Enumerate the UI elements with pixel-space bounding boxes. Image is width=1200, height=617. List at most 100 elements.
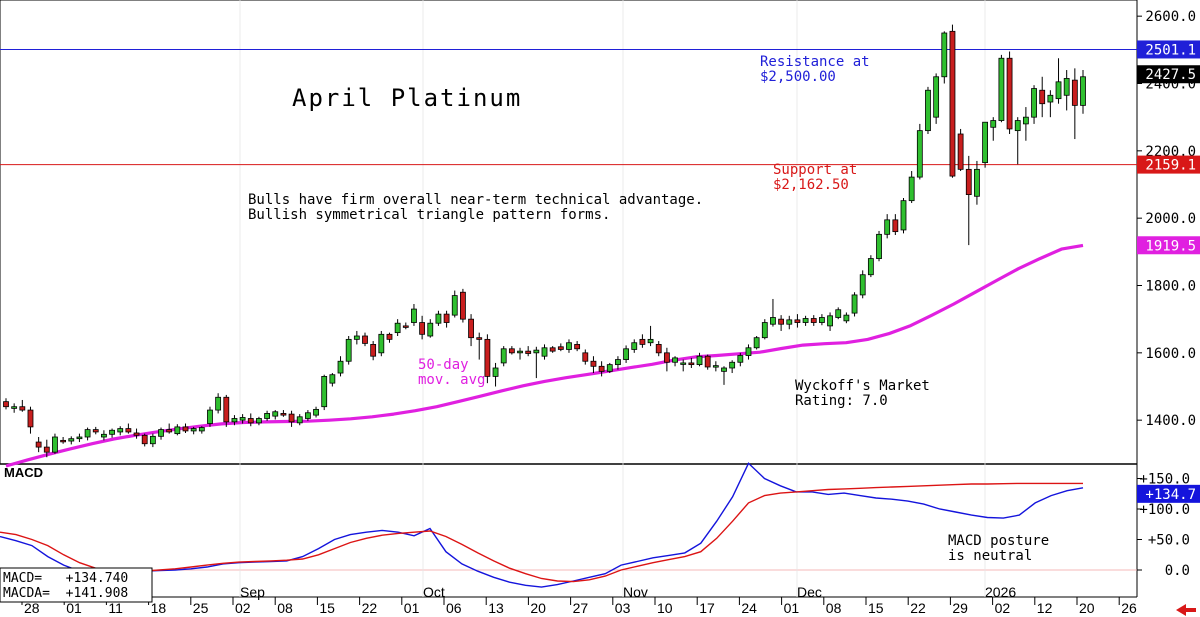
x-tick-label: 10 [657, 600, 673, 616]
resistance-label: Resistance at $2,500.00 [760, 54, 870, 85]
candle [802, 315, 809, 326]
candle-body [394, 322, 401, 334]
candle-body [476, 337, 483, 340]
candle [296, 414, 303, 426]
candle-body [419, 322, 426, 335]
candle [557, 343, 564, 352]
candle-body [133, 432, 140, 436]
candle [353, 330, 360, 345]
x-tick-label: 06 [446, 600, 462, 616]
candle [149, 433, 156, 448]
candle-body [484, 338, 491, 377]
candle [851, 292, 858, 317]
candle-body [52, 436, 58, 453]
candle [1022, 107, 1029, 141]
candle-body [11, 406, 18, 409]
x-tick-label: 01 [784, 600, 800, 616]
candle [101, 430, 107, 441]
candle [435, 310, 442, 326]
candle-body [663, 352, 670, 363]
candle [631, 339, 638, 353]
candle-body [158, 429, 164, 437]
candle-body [378, 333, 385, 354]
candle [843, 312, 850, 324]
candle-body [827, 315, 833, 327]
candle-body [745, 347, 752, 356]
macd-tick-label: +100.0 [1139, 502, 1190, 518]
candle [541, 344, 548, 360]
candle-body [541, 347, 548, 357]
candle [451, 290, 458, 318]
candle-body [35, 441, 42, 448]
candle-body [688, 362, 695, 366]
candle-body [753, 337, 760, 349]
candle [957, 128, 964, 172]
support-price-tag: 2159.1 [1145, 158, 1196, 174]
candle-body [231, 418, 238, 423]
chart-title: April Platinum [292, 84, 522, 112]
candle-body [990, 120, 997, 128]
x-tick-label: 28 [24, 600, 40, 616]
x-tick-label: 29 [952, 600, 968, 616]
candle-body [1063, 78, 1070, 96]
candle [1006, 51, 1013, 134]
candle-body [109, 429, 115, 435]
candle-body [451, 295, 458, 316]
candle [598, 361, 605, 377]
candle-body [443, 313, 450, 323]
candle-body [345, 338, 352, 362]
x-tick-label: 08 [826, 600, 842, 616]
candle-body [721, 367, 727, 372]
candle-body [623, 348, 629, 360]
candle [1047, 90, 1054, 118]
candle [680, 359, 687, 372]
candle-body [802, 318, 809, 323]
candle-body [533, 349, 540, 354]
candle-body [223, 396, 230, 423]
candle [304, 410, 311, 421]
candle-body [321, 375, 328, 408]
x-tick-label: 01 [404, 600, 420, 616]
macda-line [0, 482, 1083, 583]
candle [394, 319, 401, 336]
moving-average-label: 50-day mov. avg [418, 357, 485, 388]
candle [1071, 68, 1078, 140]
candle [247, 413, 254, 427]
candle-body [427, 322, 434, 337]
candle [606, 362, 613, 374]
candle [941, 31, 948, 84]
candle-body [149, 435, 156, 445]
candle [900, 197, 907, 234]
x-tick-label: 02 [995, 600, 1011, 616]
candle [190, 426, 197, 435]
candle-body [182, 426, 189, 432]
candle [174, 424, 181, 436]
candle-body [525, 350, 532, 354]
candle-body [468, 318, 474, 339]
arrow-left-icon[interactable] [1176, 604, 1196, 616]
candle-body [606, 364, 613, 372]
x-tick-label: 12 [1037, 600, 1053, 616]
candle [207, 406, 213, 427]
candle [712, 361, 719, 372]
candle [835, 307, 842, 320]
candle [639, 334, 646, 348]
candle [949, 24, 956, 178]
candle [508, 346, 515, 355]
candle-body [19, 406, 26, 411]
candle [525, 346, 532, 357]
candle [876, 230, 882, 262]
candle-body [851, 294, 858, 314]
y-tick-label: 2600.0 [1145, 9, 1196, 25]
candle-body [884, 219, 891, 235]
candle [688, 357, 695, 368]
candle [419, 315, 426, 340]
candle [321, 374, 328, 411]
candle-body [859, 274, 866, 296]
candle [672, 356, 678, 367]
candle [386, 332, 393, 343]
candle-body [141, 434, 148, 445]
candle [623, 345, 629, 363]
candle [794, 314, 801, 328]
